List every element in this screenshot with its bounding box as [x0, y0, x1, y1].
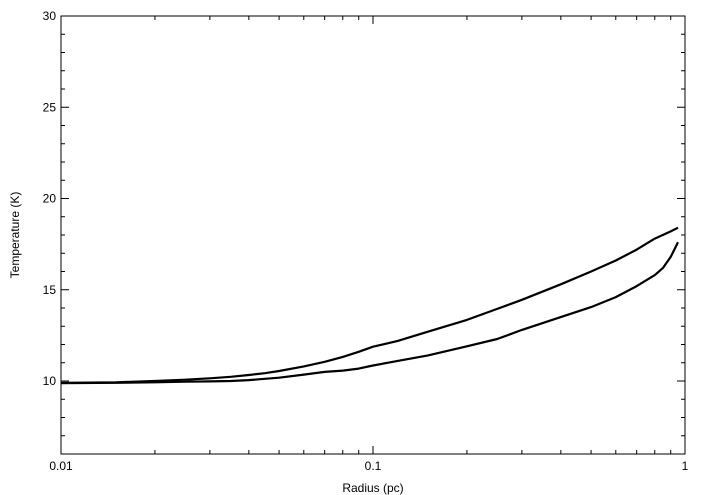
series-line-1 [60, 226, 679, 384]
axis-ticks: 0.01 0.1 1 10 15 20 25 30 [43, 9, 689, 473]
x-tick-label: 1 [682, 459, 689, 473]
x-tick-label: 0.1 [365, 459, 382, 473]
plot-frame [60, 15, 686, 455]
x-tick-label: 0.01 [49, 459, 73, 473]
y-tick-label: 15 [43, 283, 57, 297]
y-axis-label: Temperature (K) [8, 192, 22, 279]
data-lines [60, 226, 679, 385]
x-axis-label: Radius (pc) [342, 481, 403, 495]
y-tick-label: 30 [43, 9, 57, 23]
y-tick-label: 10 [43, 374, 57, 388]
y-tick-label: 20 [43, 192, 57, 206]
series-line-2 [60, 241, 679, 385]
y-tick-label: 25 [43, 100, 57, 114]
